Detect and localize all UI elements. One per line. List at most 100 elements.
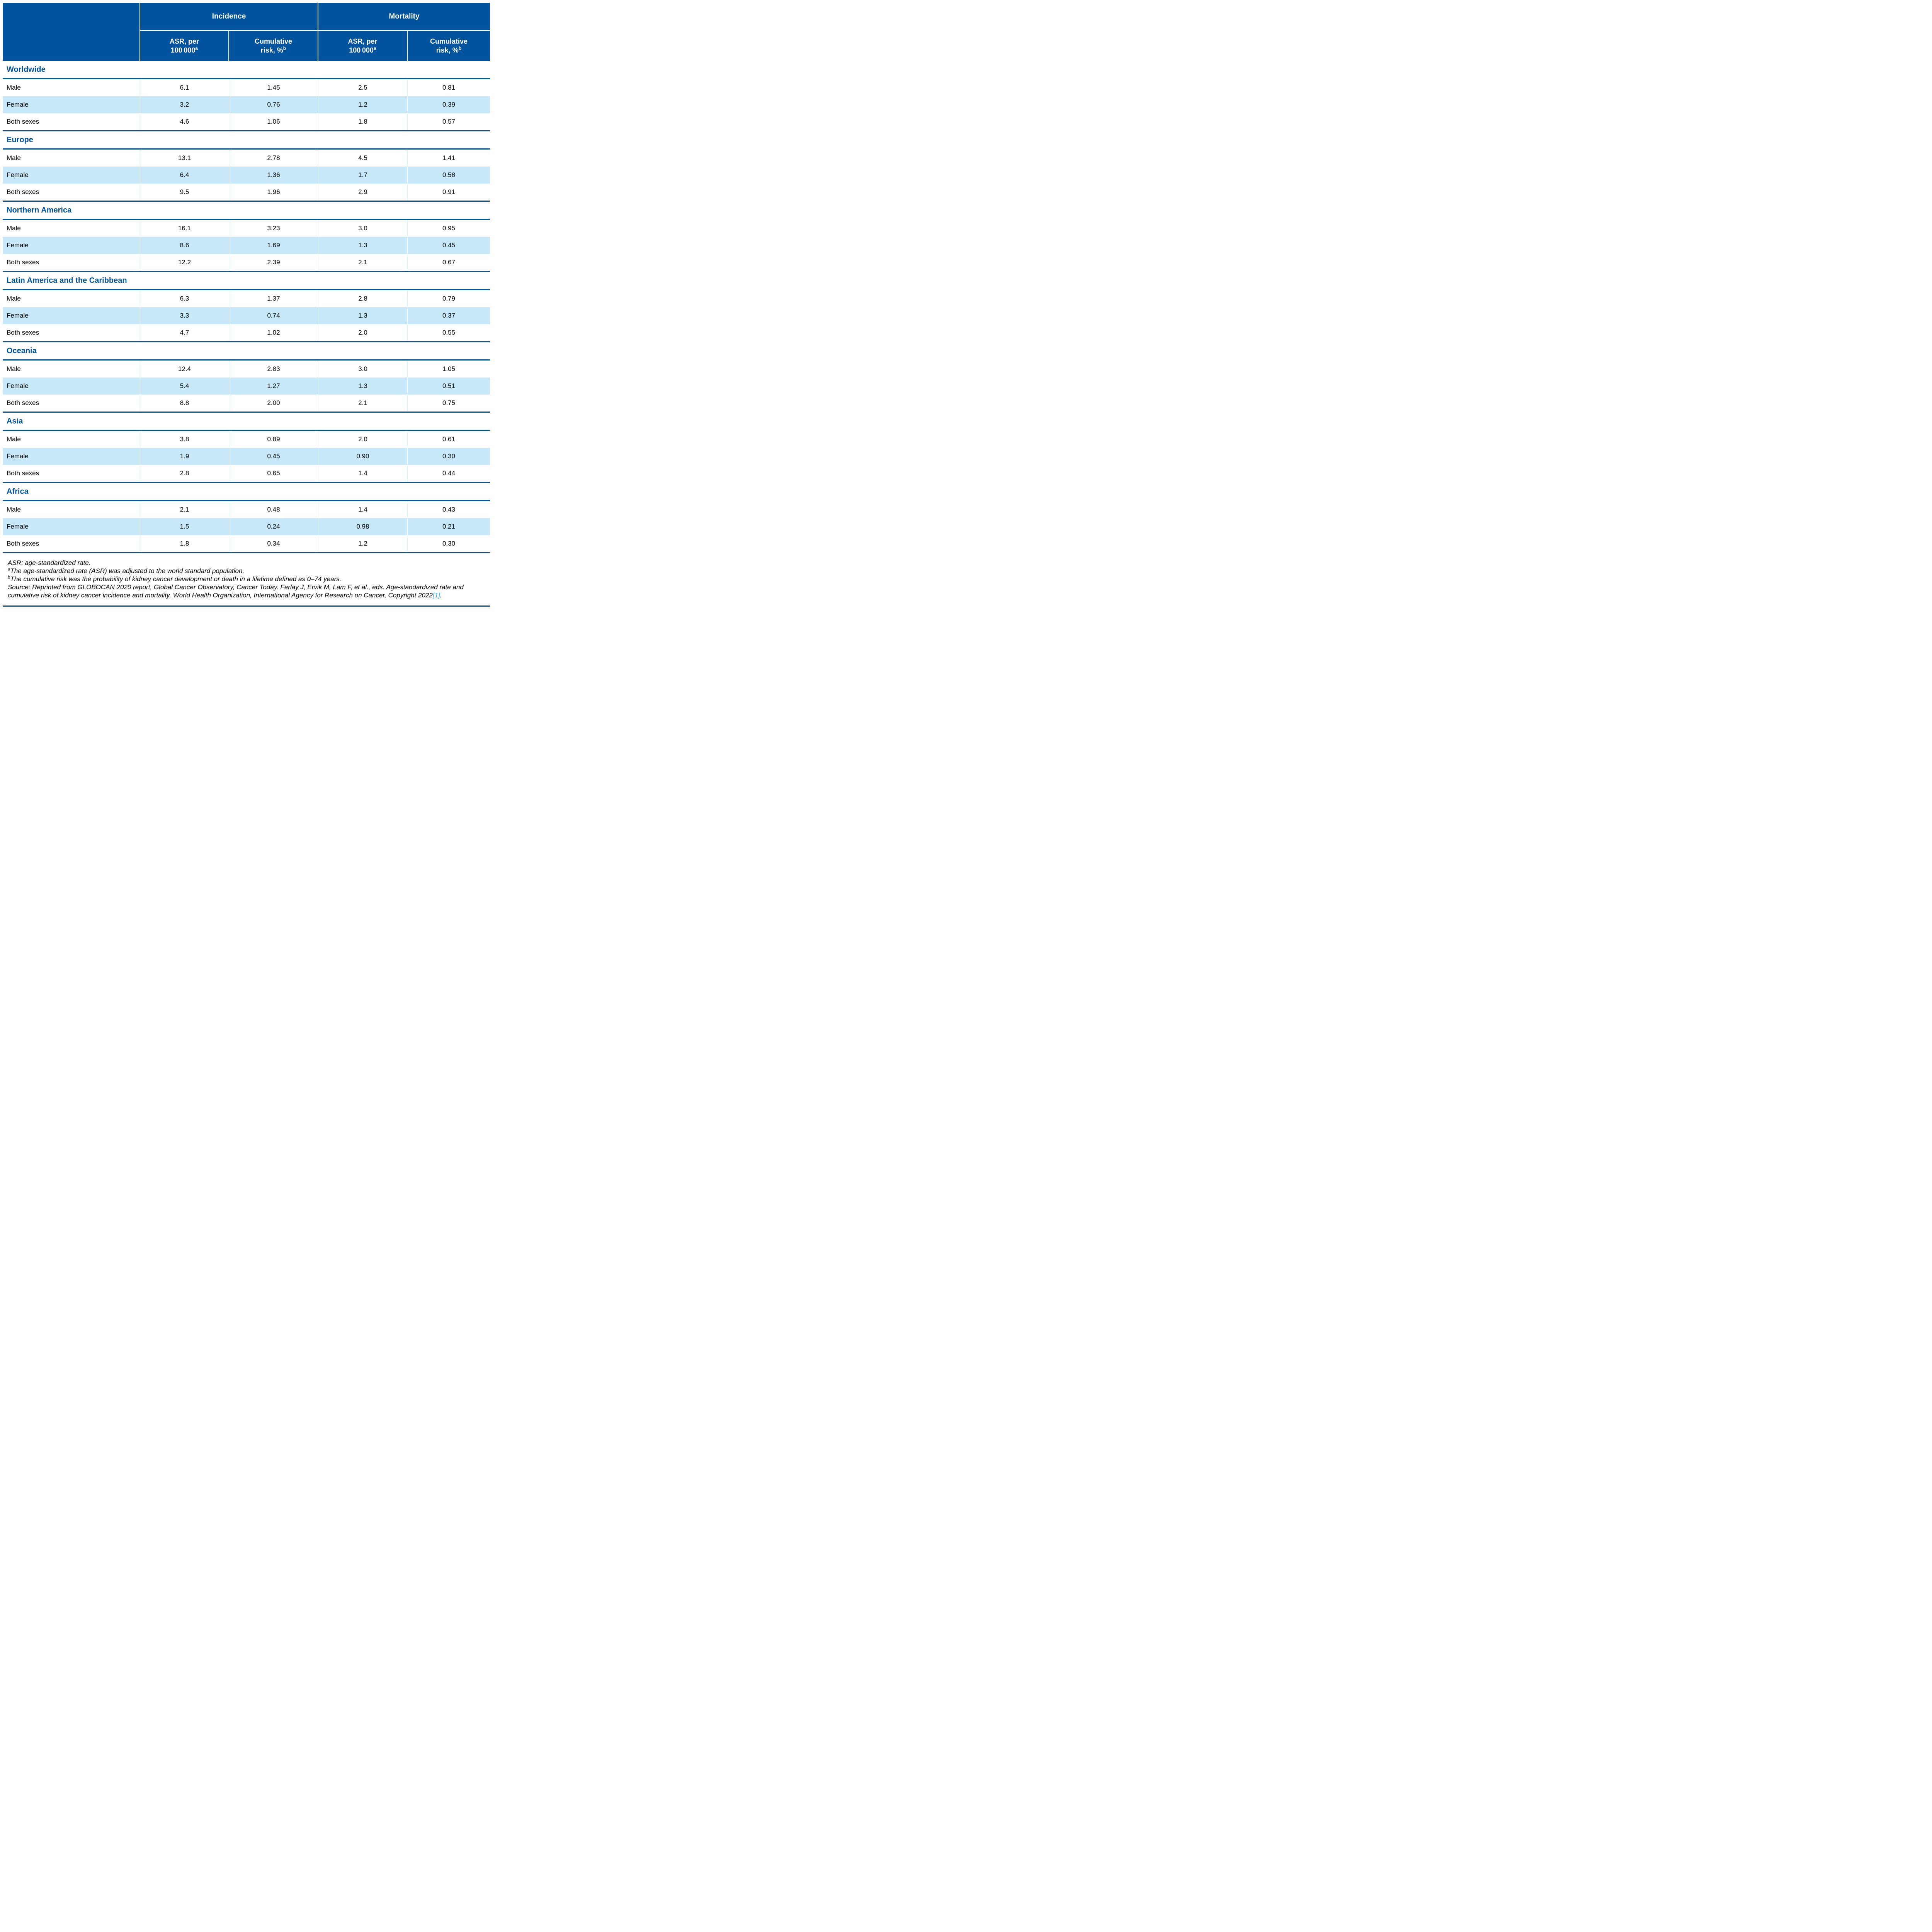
cell-incidence-asr: 8.8 [140, 395, 229, 412]
cell-incidence-asr: 4.7 [140, 324, 229, 341]
cell-mortality-asr: 1.4 [318, 465, 408, 482]
cell-mortality-cumrisk: 0.58 [408, 167, 490, 184]
column-group-incidence: Incidence [140, 3, 318, 30]
cell-incidence-asr: 3.2 [140, 96, 229, 113]
row-label: Both sexes [3, 395, 140, 412]
cell-mortality-asr: 1.3 [318, 307, 408, 324]
section-rule [3, 219, 490, 220]
section-rule [3, 482, 490, 483]
footnotes: ASR: age-standardized rate. aThe age-sta… [3, 553, 490, 605]
row-label: Both sexes [3, 465, 140, 482]
row-label: Male [3, 501, 140, 518]
section-rule [3, 201, 490, 202]
footnote-a-marker: a [8, 567, 10, 572]
cell-mortality-cumrisk: 0.95 [442, 224, 456, 232]
row-label: Male [3, 361, 140, 378]
table-row: Both sexes 1.8 0.34 1.2 0.30 [3, 535, 490, 552]
cell-mortality-asr: 2.1 [318, 395, 408, 412]
table-row: Both sexes 9.5 1.96 2.9 0.91 [3, 184, 490, 201]
section-rule [3, 341, 490, 342]
cell-incidence-cumrisk: 1.02 [229, 324, 318, 341]
cell-incidence-asr: 12.2 [140, 254, 229, 271]
row-label: Female [3, 237, 140, 254]
cell-incidence-cumrisk: 0.74 [229, 307, 318, 324]
cell-mortality-cumrisk: 0.30 [408, 448, 490, 465]
cell-mortality-cumrisk: 0.91 [442, 188, 456, 196]
table-row: Female 3.3 0.74 1.3 0.37 [3, 307, 490, 324]
cell-incidence-asr: 5.4 [140, 378, 229, 395]
cell-mortality-asr: 2.8 [318, 290, 408, 307]
cell-incidence-asr: 6.3 [140, 290, 229, 307]
cell-mortality-cumrisk: 0.81 [442, 84, 456, 91]
cell-mortality-cumrisk: 0.75 [442, 399, 456, 406]
table-row: Male 6.3 1.37 2.8 0.79 [3, 290, 490, 307]
column-header-line2: risk, %b [260, 46, 286, 54]
cell-incidence-cumrisk: 1.37 [229, 290, 318, 307]
cell-incidence-asr: 16.1 [140, 220, 229, 237]
section-rule [3, 130, 490, 131]
citation-link[interactable]: [1] [432, 592, 440, 599]
cell-mortality-asr: 1.2 [318, 535, 408, 552]
cell-incidence-cumrisk: 1.36 [229, 167, 318, 184]
cell-mortality-asr: 4.5 [318, 150, 408, 167]
cell-incidence-cumrisk: 1.27 [229, 378, 318, 395]
table-row: Male 2.1 0.48 1.4 0.43 [3, 501, 490, 518]
footnote-b-marker: b [8, 575, 10, 580]
cell-mortality-cumrisk: 0.57 [442, 118, 456, 125]
cell-incidence-cumrisk: 0.24 [229, 518, 318, 535]
cell-incidence-cumrisk: 0.45 [229, 448, 318, 465]
row-label: Female [3, 378, 140, 395]
row-label: Female [3, 448, 140, 465]
cell-incidence-cumrisk: 2.39 [229, 254, 318, 271]
cell-incidence-cumrisk: 1.96 [229, 184, 318, 201]
cell-mortality-asr: 2.1 [318, 254, 408, 271]
table-row: Male 16.1 3.23 3.0 0.95 [3, 220, 490, 237]
section-title-worldwide: Worldwide [7, 65, 46, 74]
section-title-asia: Asia [7, 417, 23, 425]
cell-mortality-asr: 0.90 [318, 448, 408, 465]
cell-mortality-asr: 1.8 [318, 113, 408, 130]
row-label: Female [3, 307, 140, 324]
section-title-oceania: Oceania [7, 346, 37, 355]
cell-mortality-asr: 1.3 [318, 237, 408, 254]
cell-incidence-asr: 2.1 [140, 501, 229, 518]
cell-mortality-cumrisk: 0.39 [408, 96, 490, 113]
cell-mortality-asr: 2.0 [318, 324, 408, 341]
cell-mortality-cumrisk: 0.79 [442, 295, 456, 302]
column-header-line2: 100 000a [349, 46, 376, 54]
cell-mortality-asr: 0.98 [318, 518, 408, 535]
section-title-northern-america: Northern America [7, 206, 72, 214]
column-header-line1: ASR, per [169, 37, 199, 45]
footnote-a: aThe age-standardized rate (ASR) was adj… [8, 567, 490, 575]
row-label: Male [3, 220, 140, 237]
cell-incidence-cumrisk: 1.06 [229, 113, 318, 130]
cell-mortality-cumrisk: 0.21 [408, 518, 490, 535]
footnote-marker-a: a [373, 46, 376, 51]
cell-incidence-cumrisk: 0.34 [229, 535, 318, 552]
section-rule [3, 359, 490, 361]
cell-incidence-asr: 13.1 [140, 150, 229, 167]
table-row: Female 1.9 0.45 0.90 0.30 [3, 448, 490, 465]
cell-mortality-asr: 2.9 [318, 184, 408, 201]
column-group-mortality: Mortality [318, 3, 490, 30]
cell-incidence-asr: 12.4 [140, 361, 229, 378]
column-header-line1: Cumulative [254, 37, 293, 45]
footnote-marker-b: b [458, 46, 462, 51]
cell-incidence-asr: 3.8 [140, 431, 229, 448]
section-title-latin-america: Latin America and the Caribbean [7, 276, 127, 285]
section-rule [3, 500, 490, 501]
kidney-cancer-rates-table: Incidence Mortality ASR, per 100 000a Cu… [0, 0, 493, 609]
source-period: . [440, 592, 442, 599]
cell-incidence-cumrisk: 1.45 [229, 79, 318, 96]
cell-mortality-asr: 1.2 [318, 96, 408, 113]
cell-mortality-cumrisk: 1.41 [442, 154, 456, 162]
table-row: Both sexes 4.6 1.06 1.8 0.57 [3, 113, 490, 130]
cell-incidence-asr: 1.9 [140, 448, 229, 465]
row-label: Both sexes [3, 535, 140, 552]
cell-mortality-asr: 3.0 [318, 220, 408, 237]
cell-mortality-cumrisk: 0.55 [442, 329, 456, 336]
cell-incidence-asr: 4.6 [140, 113, 229, 130]
row-label: Female [3, 167, 140, 184]
table-row: Male 13.1 2.78 4.5 1.41 [3, 150, 490, 167]
cell-incidence-cumrisk: 2.83 [229, 361, 318, 378]
